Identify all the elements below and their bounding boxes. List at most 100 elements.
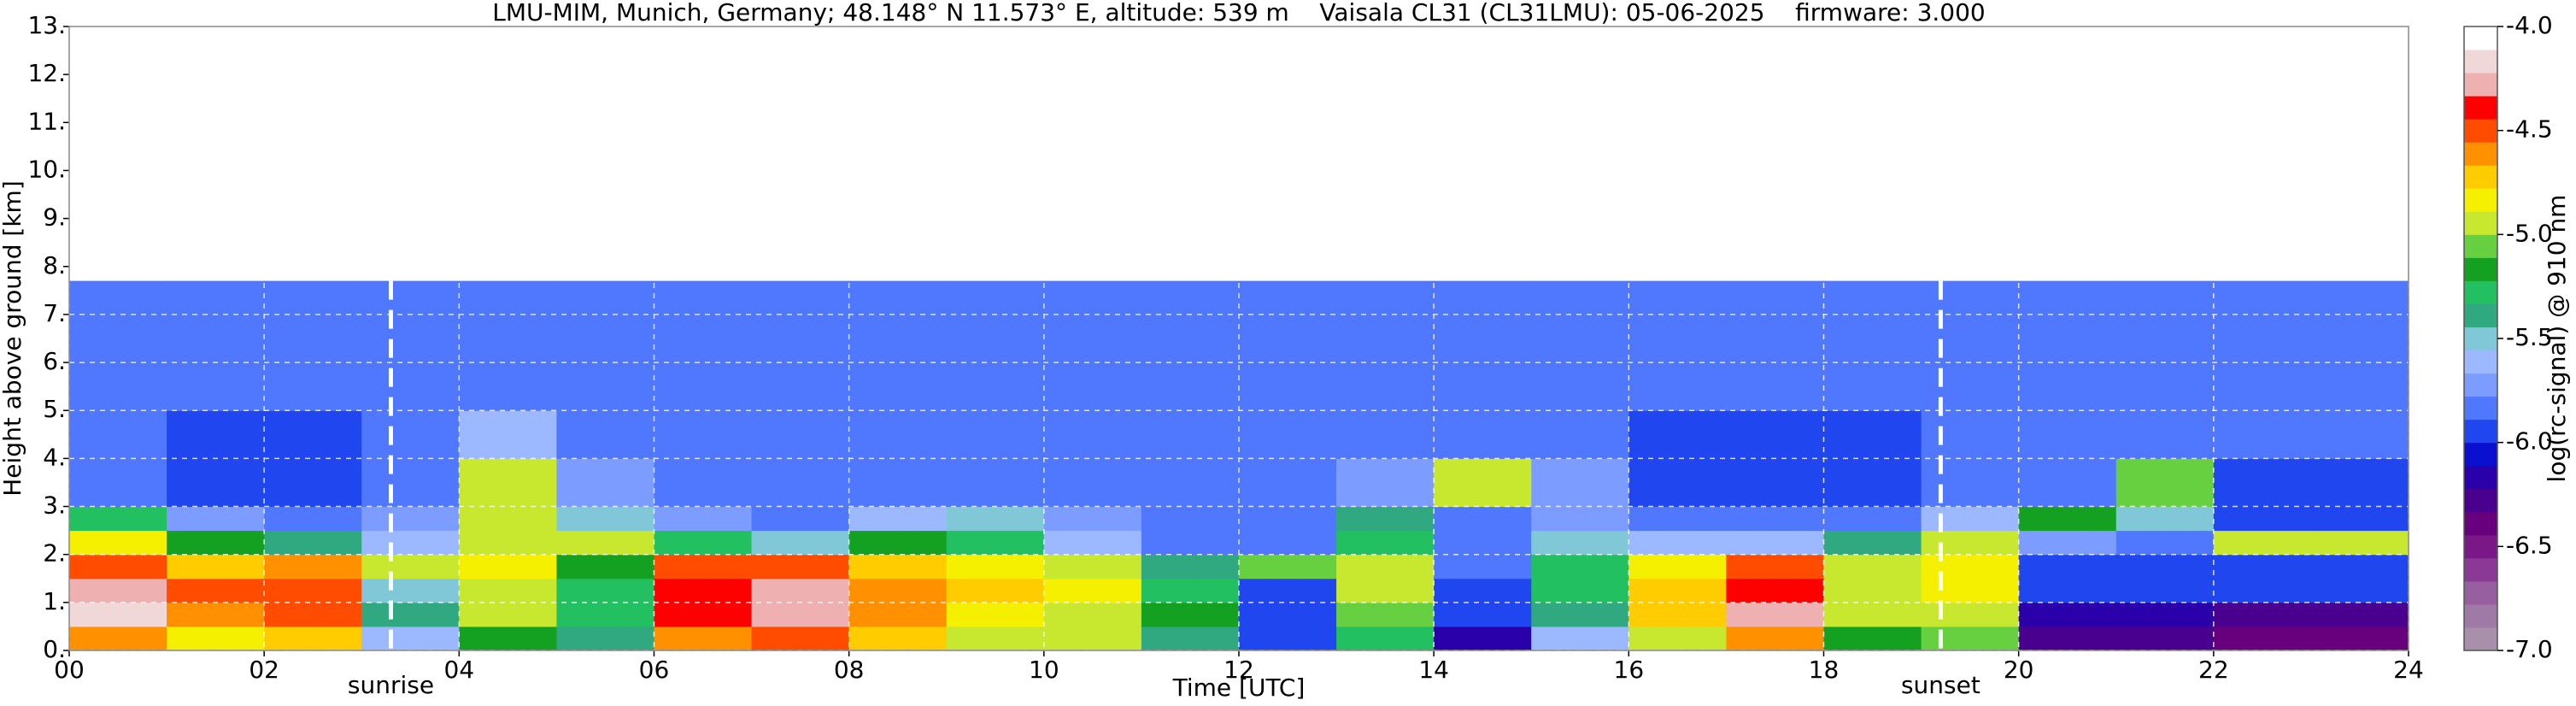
x-tick-label: 20 bbox=[2004, 656, 2034, 684]
heatmap-cell bbox=[1628, 578, 1727, 603]
heatmap-cell bbox=[459, 410, 557, 459]
heatmap-cell bbox=[1823, 458, 1922, 508]
y-tick-label: 11. bbox=[27, 107, 66, 135]
heatmap-cell bbox=[69, 626, 167, 651]
heatmap-cell bbox=[1239, 554, 1337, 580]
heatmap-cell bbox=[1531, 458, 1629, 508]
y-tick-label: 3. bbox=[43, 491, 66, 520]
chart-title: LMU-MIM, Munich, Germany; 48.148° N 11.5… bbox=[492, 0, 1986, 26]
heatmap-cell bbox=[2115, 410, 2215, 459]
heatmap-cell bbox=[848, 280, 948, 411]
heatmap-cell bbox=[167, 578, 265, 603]
heatmap-cell bbox=[1434, 554, 1532, 580]
heatmap-cell bbox=[2213, 602, 2312, 627]
heatmap-cell bbox=[1531, 530, 1629, 556]
heatmap-cell bbox=[1726, 410, 1824, 459]
heatmap-cell bbox=[1239, 458, 1337, 508]
heatmap-cell bbox=[1628, 410, 1727, 459]
heatmap-cell bbox=[2115, 506, 2215, 532]
y-tick-label: 12. bbox=[27, 59, 66, 87]
heatmap-cell bbox=[2115, 554, 2215, 580]
heatmap-cell bbox=[264, 578, 362, 603]
heatmap-cell bbox=[654, 602, 753, 627]
heatmap-cell bbox=[1239, 602, 1337, 627]
heatmap-cell bbox=[361, 280, 460, 411]
colorbar-swatch bbox=[2464, 26, 2497, 50]
heatmap-cell bbox=[848, 578, 948, 603]
heatmap-cell bbox=[1141, 578, 1240, 603]
colorbar-swatch bbox=[2464, 280, 2497, 304]
heatmap-cell bbox=[1141, 626, 1240, 651]
heatmap-cell bbox=[654, 506, 753, 532]
heatmap-cell bbox=[848, 602, 948, 627]
heatmap-cell bbox=[2018, 506, 2117, 532]
heatmap-cell bbox=[1434, 626, 1532, 651]
heatmap-cell bbox=[1531, 506, 1629, 532]
y-tick-label: 5. bbox=[43, 395, 66, 423]
y-tick-label: 4. bbox=[43, 443, 66, 471]
annotation-label: sunset bbox=[1901, 671, 1980, 699]
colorbar-swatch bbox=[2464, 50, 2497, 74]
heatmap-cell bbox=[1239, 626, 1337, 651]
heatmap-cell bbox=[1628, 530, 1727, 556]
colorbar-swatch bbox=[2464, 211, 2497, 235]
heatmap-cell bbox=[2310, 602, 2409, 627]
heatmap-cell bbox=[361, 602, 460, 627]
heatmap-cell bbox=[167, 410, 265, 459]
heatmap-cell bbox=[459, 280, 557, 411]
colorbar-tick-label: -5.5 bbox=[2506, 323, 2553, 351]
heatmap-cell bbox=[946, 554, 1045, 580]
x-tick-label: 12 bbox=[1223, 656, 1254, 684]
heatmap-cell bbox=[1336, 554, 1435, 580]
colorbar-label: log(rc-signal) @ 910 nm bbox=[2543, 195, 2571, 483]
heatmap-cell bbox=[2115, 578, 2215, 603]
heatmap-cell bbox=[2018, 530, 2117, 556]
heatmap-cell bbox=[2018, 578, 2117, 603]
heatmap-cell bbox=[751, 602, 850, 627]
heatmap-cell bbox=[751, 458, 850, 508]
heatmap-cell bbox=[946, 410, 1045, 459]
heatmap-cell bbox=[1043, 506, 1142, 532]
heatmap-cell bbox=[556, 530, 654, 556]
heatmap-cell bbox=[2213, 554, 2312, 580]
heatmap-cell bbox=[69, 410, 167, 459]
heatmap-cell bbox=[1141, 554, 1240, 580]
heatmap-cell bbox=[1043, 626, 1142, 651]
heatmap-cell bbox=[751, 578, 850, 603]
heatmap-cell bbox=[1141, 530, 1240, 556]
x-tick-label: 22 bbox=[2198, 656, 2229, 684]
heatmap-cell bbox=[1628, 602, 1727, 627]
heatmap-cell bbox=[361, 626, 460, 651]
heatmap-cell bbox=[2018, 410, 2117, 459]
heatmap-cell bbox=[167, 626, 265, 651]
heatmap-cell bbox=[1043, 554, 1142, 580]
heatmap-cell bbox=[2213, 410, 2312, 459]
heatmap-cell bbox=[1726, 626, 1824, 651]
heatmap-cell bbox=[2213, 626, 2312, 651]
heatmap-cell bbox=[167, 554, 265, 580]
heatmap-cell bbox=[1823, 410, 1922, 459]
heatmap-cell bbox=[2310, 626, 2409, 651]
heatmap-cell bbox=[264, 410, 362, 459]
colorbar-swatch bbox=[2464, 119, 2497, 143]
x-tick-label: 14 bbox=[1418, 656, 1449, 684]
heatmap-cell bbox=[459, 554, 557, 580]
heatmap-cell bbox=[459, 602, 557, 627]
heatmap-cell bbox=[1531, 554, 1629, 580]
heatmap-cell bbox=[1043, 530, 1142, 556]
x-tick-label: 04 bbox=[444, 656, 475, 684]
heatmap-cell bbox=[459, 578, 557, 603]
heatmap-cell bbox=[751, 506, 850, 532]
y-tick-label: 13. bbox=[27, 11, 66, 39]
heatmap-cell bbox=[751, 530, 850, 556]
heatmap-cell bbox=[1141, 506, 1240, 532]
heatmap-cell bbox=[654, 578, 753, 603]
heatmap-cell bbox=[556, 578, 654, 603]
heatmap-cell bbox=[1141, 410, 1240, 459]
heatmap-cell bbox=[1921, 554, 2020, 580]
colorbar-swatch bbox=[2464, 96, 2497, 120]
heatmap-cell bbox=[1239, 280, 1337, 411]
heatmap-cell bbox=[2018, 280, 2117, 411]
heatmap-cell bbox=[69, 458, 167, 508]
heatmap-cell bbox=[2213, 280, 2312, 411]
